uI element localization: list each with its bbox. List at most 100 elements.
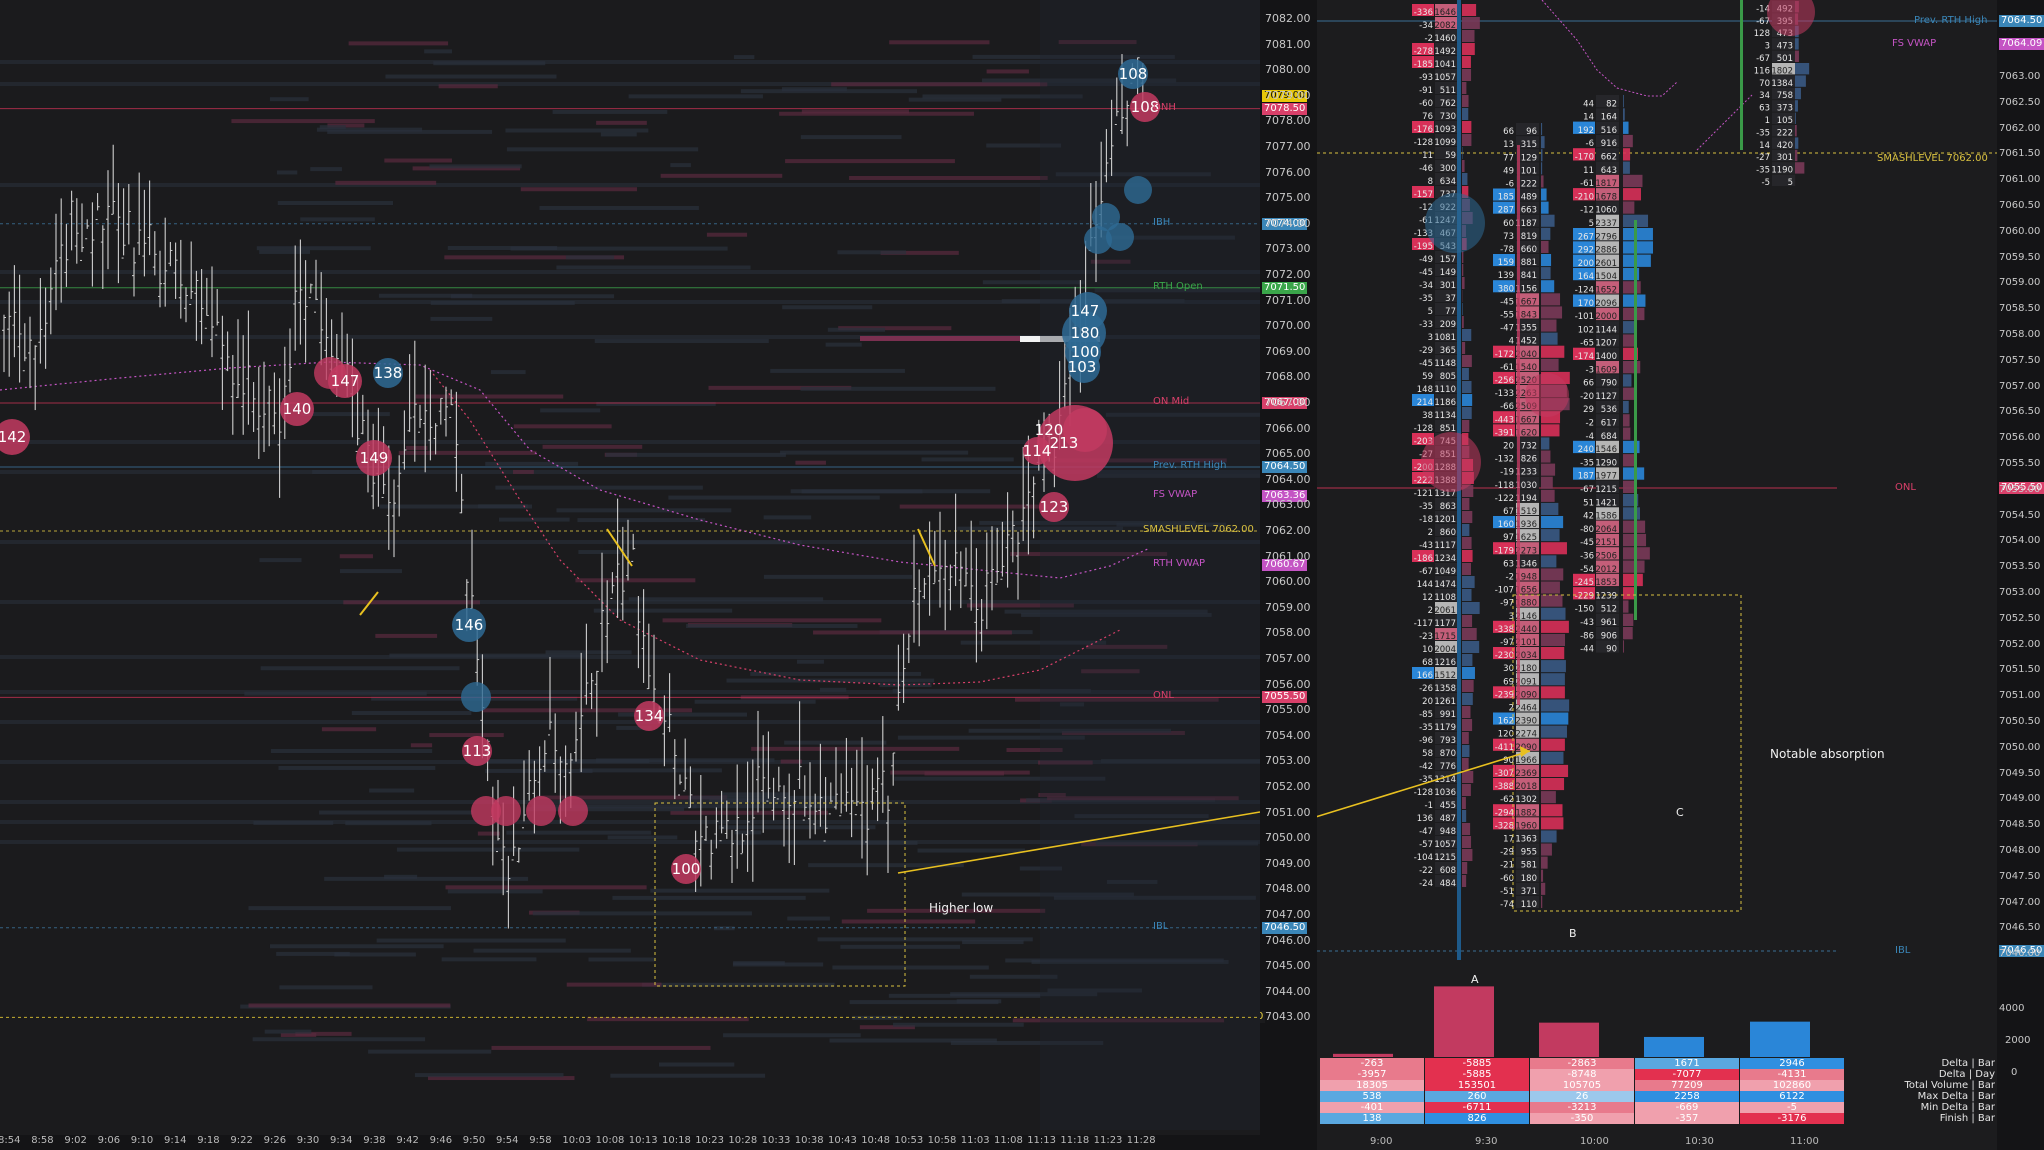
price-tick: 7045.00 [1265,959,1311,973]
delta-histogram-bar [1644,1036,1704,1057]
delta-value: -35 [1419,502,1433,512]
price-tick: 7048.00 [1265,882,1311,896]
main-chart-panel[interactable]: 142 140 147 149 138 146 113 134 100 147 180 100 103 1… [0,0,1260,1150]
summary-cell: 77209 [1635,1080,1739,1091]
liquidity-band [542,444,643,449]
delta-value: -45 [1419,268,1433,278]
liquidity-band [445,885,647,890]
volume-value: 1384 [1771,79,1793,89]
volume-bubble [1068,351,1100,383]
volume-bubble [558,796,588,826]
delta-value: -3 [1586,365,1594,375]
liquidity-band [520,187,637,192]
liquidity-band [784,740,887,745]
delta-histogram-bar [1750,1021,1810,1057]
volume-value: 684 [1601,432,1617,442]
higher-low-box [654,802,906,987]
profile-bar [1541,502,1559,515]
liquidity-band [578,550,630,555]
profile-bar [1795,100,1798,112]
liquidity-band [780,759,802,764]
liquidity-band [384,158,452,163]
liquidity-band [1085,644,1168,649]
volume-cell [1596,201,1619,214]
liquidity-band [259,558,302,563]
price-axis-right[interactable]: 7064.50 7064.09 7055.50 7046.50 7063.00 7062.… [1997,0,2044,1150]
bubble-label: 103 [1068,358,1097,376]
delta-value: -61 [1580,179,1594,189]
price-axis-left[interactable]: 7078.50 7074.00 7071.50 7067.00 7064.50 7063.… [1260,0,1317,1135]
liquidity-band [808,863,964,868]
summary-table: -263 -5885 -2863 1671 2946 -3957 -5885 -8748 -70… [1320,1058,1986,1124]
delta-value: 42 [1583,512,1594,522]
delta-value: -34 [1419,21,1433,31]
volume-value: 501 [1777,54,1793,64]
volume-value: 916 [1601,139,1617,149]
volume-value: 1314 [1434,775,1456,785]
liquidity-band [279,985,373,990]
delta-cell [1493,371,1515,384]
delta-value: -6 [1506,180,1514,190]
price-tick: 7044.00 [1265,984,1311,998]
liquidity-band [447,246,558,251]
summary-cell: -3213 [1530,1102,1634,1113]
liquidity-band [908,97,1002,102]
level-label-7: RTH VWAP [1153,558,1206,570]
price-tick: 7059.50 [1999,251,2041,263]
liquidity-band [319,810,474,815]
liquidity-band [368,1049,492,1054]
volume-value: 1802 [1771,66,1793,76]
delta-cell [1412,238,1434,250]
delta-value: 76 [1422,112,1433,122]
liquidity-band [540,408,601,413]
liquidity-band [751,746,960,751]
profile-bar [1541,175,1544,188]
delta-value: -61 [1500,363,1514,373]
delta-value: -35 [1756,128,1770,138]
liquidity-band [893,1022,1024,1027]
volume-cell [1435,537,1458,549]
liquidity-band [428,1076,575,1081]
summary-cell: 18305 [1320,1080,1424,1091]
profile-bar [1623,627,1633,640]
liquidity-band [813,630,1012,635]
delta-value: 68 [1422,658,1433,668]
volume-cell [1772,50,1795,62]
volume-cell [1435,381,1458,393]
liquidity-band [506,830,652,835]
liquidity-band [922,94,1083,99]
volume-cell [1516,712,1539,725]
rth-vwap-curve [429,369,1121,686]
volume-value: 663 [1521,206,1537,216]
volume-cell [1516,895,1539,908]
volume-cell [1516,502,1539,515]
delta-value: 60 [1503,219,1514,229]
volume-cell [1516,358,1539,371]
liquidity-band [1010,552,1168,557]
liquidity-band [301,412,390,417]
volume-value: 1099 [1434,138,1456,148]
volume-value: 455 [1440,801,1456,811]
profile-bar [1541,188,1547,201]
summary-cell: -3176 [1740,1113,1844,1124]
summary-cell: -263 [1320,1058,1424,1069]
delta-value: -54 [1580,565,1594,575]
last-price-badge: 7079.00 [1262,89,1308,102]
liquidity-band [1004,609,1208,614]
liquidity-band [723,1033,861,1038]
volume-value: 1474 [1434,580,1456,590]
summary-cell: 2258 [1635,1091,1739,1102]
delta-value: -4 [1586,432,1594,442]
profile-bar [1462,693,1473,705]
volume-cell [1772,38,1795,50]
liquidity-band [510,246,728,251]
price-tick: 7053.50 [1999,561,2041,573]
volume-value: 516 [1601,126,1617,136]
volume-cell [1435,316,1458,328]
profile-bar [1623,374,1632,387]
delta-value: -45 [1580,538,1594,548]
time-tick: 10:18 [662,1135,691,1146]
delta-value: -128 [1414,424,1433,434]
delta-value: 128 [1754,29,1770,39]
footprint-chart-panel[interactable]: -336 1646 -34 2082 -2 1460 -278 1492 -185 1041 -93… [1317,0,1997,1150]
